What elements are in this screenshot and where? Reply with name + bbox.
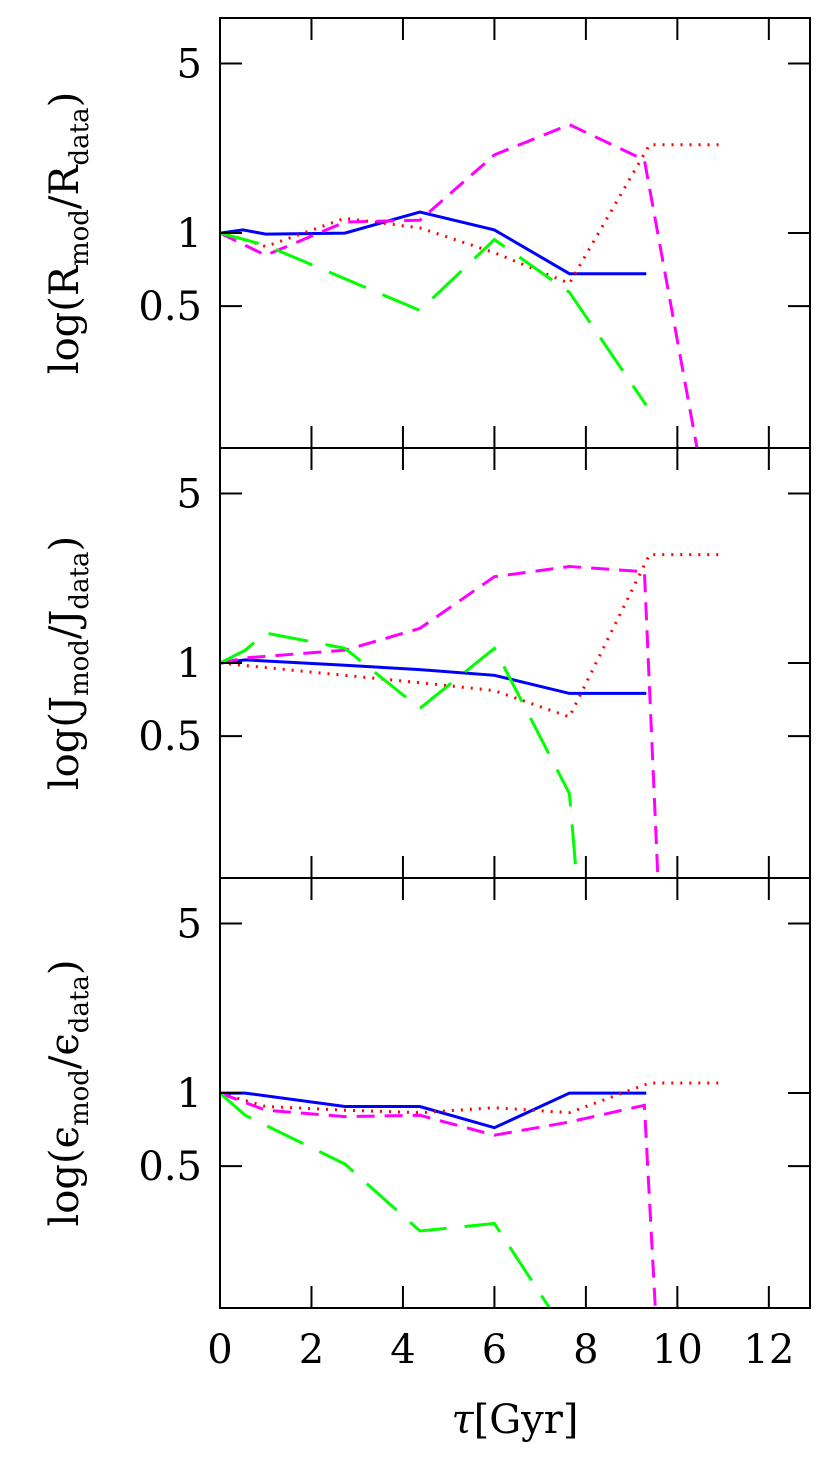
label-part: /R — [42, 164, 88, 209]
series-line — [220, 122, 699, 448]
x-tick-label: 0 — [207, 1327, 232, 1373]
label-subscript: mod — [65, 1069, 95, 1126]
x-axis-label: τ[Gyr] — [451, 1397, 578, 1443]
series-line — [220, 210, 647, 276]
y-axis-label: log(Rmod/Rdata) — [42, 92, 95, 374]
series-line — [220, 143, 719, 286]
y-tick-label: 0.5 — [138, 284, 202, 330]
series-line — [220, 553, 719, 719]
label-part: /ϵ — [42, 1033, 88, 1069]
series-line — [220, 1091, 647, 1130]
y-tick-label: 1 — [177, 641, 202, 687]
series-line — [220, 1091, 657, 1308]
label-part: ) — [42, 959, 88, 975]
x-tick-label: 6 — [482, 1327, 507, 1373]
x-tick-label: 4 — [390, 1327, 415, 1373]
y-tick-label: 1 — [177, 211, 202, 257]
label-subscript: data — [65, 551, 95, 609]
y-tick-label: 1 — [177, 1071, 202, 1117]
label-part: [Gyr] — [474, 1397, 579, 1443]
label-subscript: mod — [65, 639, 95, 696]
y-tick-label: 5 — [177, 471, 202, 517]
label-part: ) — [42, 92, 88, 108]
series-line — [220, 231, 648, 407]
label-part: log(R — [42, 264, 88, 374]
label-part: τ — [451, 1397, 474, 1443]
series-line — [220, 631, 579, 878]
x-tick-label: 8 — [573, 1327, 598, 1373]
label-part: ) — [42, 536, 88, 552]
y-tick-label: 5 — [177, 41, 202, 87]
y-tick-label: 0.5 — [138, 1144, 202, 1190]
x-tick-label: 10 — [652, 1327, 703, 1373]
y-axis-label: log(ϵmod/ϵdata) — [42, 959, 95, 1226]
series-line — [220, 658, 647, 695]
label-part: /J — [42, 610, 88, 640]
label-subscript: mod — [65, 209, 95, 266]
label-subscript: data — [65, 975, 95, 1033]
series-line — [220, 1091, 552, 1308]
y-axis-label: log(Jmod/Jdata) — [42, 536, 95, 790]
series-line — [220, 564, 660, 878]
y-tick-label: 5 — [177, 901, 202, 947]
x-tick-label: 2 — [299, 1327, 324, 1373]
plot-frame — [219, 877, 811, 1309]
y-tick-label: 0.5 — [138, 714, 202, 760]
label-part: log(J — [42, 696, 88, 790]
label-subscript: data — [65, 107, 95, 165]
x-tick-label: 12 — [743, 1327, 794, 1373]
label-part: log(ϵ — [42, 1126, 88, 1227]
